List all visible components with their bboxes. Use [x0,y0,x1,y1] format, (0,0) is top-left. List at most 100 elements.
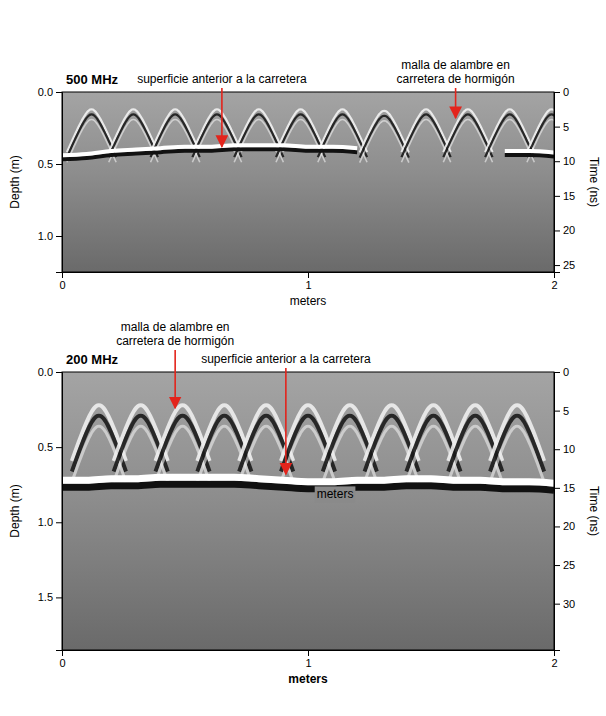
y2-axis-tick: 0 [554,86,569,98]
y-axis-line [56,93,63,273]
y2-axis-tick: 25 [554,559,575,571]
y2-axis-tick-mark [554,92,560,93]
annotation-line: superficie anterior a la carretera [137,72,307,86]
x-axis-tick-mark [308,650,309,656]
y2-axis-tick-label: 5 [563,405,569,417]
y-axis: 0.0 0.5 1.0 1.5 [38,366,63,650]
y-axis-tick-mark [56,92,62,93]
plot-frame [62,372,554,650]
annotation-line: carretera de hormigón [397,72,515,86]
y2-axis-tick: 15 [554,190,575,202]
x-axis-tick-label: 1 [305,657,311,669]
y2-axis-tick: 0 [554,366,569,378]
y2-axis-tick-label: 20 [563,520,575,532]
y-axis-tick: 0.5 [38,158,62,170]
rebar-hyperbola [490,426,544,482]
x-axis: 012 [59,272,557,291]
y2-axis-tick-mark [554,265,560,266]
reflector [62,477,554,483]
x-axis-tick: 0 [59,650,65,669]
y2-axis-tick-mark [554,604,560,605]
x-axis-tick: 2 [551,650,557,669]
y2-axis-tick: 30 [554,598,575,610]
x-axis-tick-label: 0 [59,657,65,669]
y2-axis-title: Time (ns) [587,486,601,536]
panel: 0 1 2 0.0 0.5 1.0 1.5 0 5 10 15 20 25 30 meters Depth (… [8,320,601,686]
y2-axis-tick-label: 30 [563,598,575,610]
y2-axis-tick-mark [554,449,560,450]
y-axis-tick-mark [56,447,62,448]
x-axis-tick-label: 2 [551,657,557,669]
y2-axis-tick-label: 10 [563,443,575,455]
y2-axis-tick: 5 [554,405,569,417]
y-axis-tick: 1.0 [38,516,62,528]
y-axis-tick-label: 1.5 [38,591,53,603]
y2-axis-tick-mark [554,372,560,373]
y-axis-title: Depth (m) [8,155,22,208]
annotation-line: carretera de hormigón [116,334,234,348]
y2-axis-tick: 20 [554,224,575,236]
y2-axis-tick-mark [554,161,560,162]
y2-axis-tick: 5 [554,121,569,133]
y-axis-tick-label: 1.0 [38,516,53,528]
y2-axis-tick-mark [554,565,560,566]
y-axis-tick: 1.0 [38,230,62,242]
x-axis-line [63,651,555,657]
annotation-arrow [455,88,457,118]
y2-axis-tick-mark [554,196,560,197]
y2-axis-tick: 15 [554,482,575,494]
annotation: malla de alambre encarretera de hormigón [116,320,234,348]
y-axis-tick-mark [56,164,62,165]
y2-axis-tick-label: 15 [563,190,575,202]
annotation-arrow [221,88,223,147]
reflector [62,145,554,155]
plot-label: meters [317,487,354,501]
annotation: superficie anterior a la carretera [137,72,307,86]
y2-axis-tick-label: 20 [563,224,575,236]
y-axis-tick: 1.5 [38,591,62,603]
y2-axis-line [555,93,561,273]
y-axis-tick-mark [56,236,62,237]
y-axis-tick-label: 0.5 [38,158,53,170]
x-axis-tick-mark [308,272,309,278]
plot-background [62,372,554,650]
x-axis-tick-label: 2 [551,279,557,291]
annotation-line: superficie anterior a la carretera [201,352,371,366]
y2-axis-tick-mark [554,526,560,527]
y-axis-tick-label: 1.0 [38,230,53,242]
x-axis-title: meters [290,294,327,308]
y-axis-tick-mark [56,372,62,373]
y2-axis-tick-mark [554,127,560,128]
y2-axis-title: Time (ns) [587,157,601,207]
y2-axis-tick-mark [554,488,560,489]
annotation-arrow [285,368,287,474]
plot-label-patch [315,486,356,502]
x-axis-tick: 0 [59,272,65,291]
marks [62,109,554,162]
x-axis-tick: 1 [305,650,311,669]
y2-axis-tick-label: 25 [563,259,575,271]
y-axis-tick-label: 0.5 [38,441,53,453]
x-axis-line [63,273,555,279]
annotation-line: malla de alambre en [121,320,230,334]
annotation-line: malla de alambre en [401,58,510,72]
y2-axis-tick: 20 [554,520,575,532]
x-axis-tick: 2 [551,272,557,291]
y2-axis-tick-label: 10 [563,155,575,167]
y2-axis-tick-label: 15 [563,482,575,494]
y2-axis-tick-label: 0 [563,366,569,378]
y2-axis-tick-label: 5 [563,121,569,133]
plot-background [62,92,554,272]
y2-axis-tick: 10 [554,443,575,455]
y2-axis-tick-mark [554,411,560,412]
y-axis-tick: 0.0 [38,366,62,378]
y-axis-tick-label: 0.0 [38,86,53,98]
y2-axis-tick: 25 [554,259,575,271]
panel-title: 200 MHz [66,352,119,367]
y-axis-title: Depth (m) [8,484,22,537]
x-axis-title: meters [288,672,328,686]
y2-axis-tick-mark [554,230,560,231]
y2-axis-tick-label: 0 [563,86,569,98]
annotation-arrow [174,350,176,408]
y-axis-tick: 0.0 [38,86,62,98]
